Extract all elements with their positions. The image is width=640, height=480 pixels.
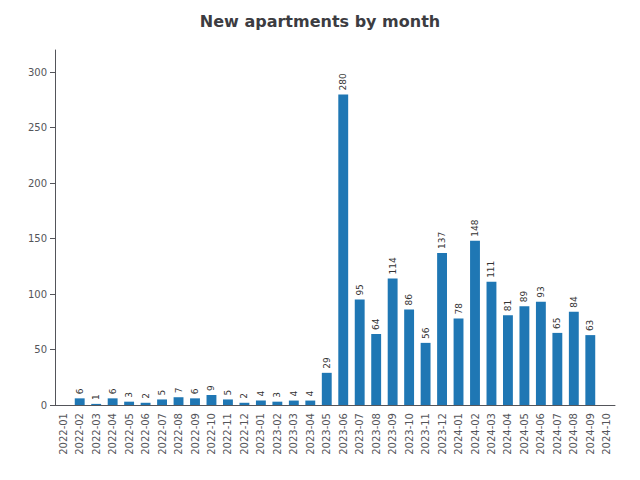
svg-text:86: 86 xyxy=(404,294,414,306)
svg-text:2023-12: 2023-12 xyxy=(437,413,448,455)
svg-text:0: 0 xyxy=(41,400,47,411)
svg-text:2023-10: 2023-10 xyxy=(404,413,415,455)
svg-text:2023-04: 2023-04 xyxy=(305,413,316,455)
svg-text:9: 9 xyxy=(206,385,216,391)
svg-text:2022-05: 2022-05 xyxy=(124,413,135,455)
svg-text:2024-07: 2024-07 xyxy=(552,413,563,455)
svg-text:78: 78 xyxy=(454,303,464,315)
svg-text:2022-09: 2022-09 xyxy=(190,413,201,455)
svg-text:5: 5 xyxy=(223,390,233,396)
svg-text:95: 95 xyxy=(355,284,365,295)
svg-text:111: 111 xyxy=(486,261,496,278)
svg-text:2024-09: 2024-09 xyxy=(585,413,596,455)
svg-text:150: 150 xyxy=(28,233,47,244)
svg-text:280: 280 xyxy=(338,73,348,90)
svg-text:4: 4 xyxy=(305,391,315,397)
svg-text:65: 65 xyxy=(552,317,562,328)
svg-text:2022-04: 2022-04 xyxy=(107,413,118,455)
svg-text:2022-08: 2022-08 xyxy=(173,413,184,455)
svg-text:2024-08: 2024-08 xyxy=(568,413,579,455)
svg-text:250: 250 xyxy=(28,122,47,133)
svg-text:6: 6 xyxy=(190,388,200,394)
svg-text:2024-10: 2024-10 xyxy=(601,413,612,455)
svg-text:2024-01: 2024-01 xyxy=(453,413,464,455)
svg-text:4: 4 xyxy=(289,391,299,397)
svg-text:89: 89 xyxy=(519,291,529,303)
svg-text:2024-05: 2024-05 xyxy=(519,413,530,455)
svg-text:200: 200 xyxy=(28,178,47,189)
svg-text:2024-06: 2024-06 xyxy=(535,413,546,455)
svg-text:2024-03: 2024-03 xyxy=(486,413,497,455)
svg-text:4: 4 xyxy=(256,391,266,397)
svg-text:2022-01: 2022-01 xyxy=(58,413,69,455)
svg-text:81: 81 xyxy=(503,300,513,311)
svg-text:64: 64 xyxy=(371,318,381,330)
svg-text:1: 1 xyxy=(91,394,101,400)
svg-text:84: 84 xyxy=(569,296,579,308)
svg-text:2022-06: 2022-06 xyxy=(140,413,151,455)
svg-text:6: 6 xyxy=(75,388,85,394)
svg-text:2022-07: 2022-07 xyxy=(157,413,168,455)
svg-text:3: 3 xyxy=(124,392,134,398)
svg-text:5: 5 xyxy=(157,390,167,396)
svg-text:New apartments by month: New apartments by month xyxy=(200,12,440,31)
svg-text:2023-03: 2023-03 xyxy=(288,413,299,455)
svg-text:2022-03: 2022-03 xyxy=(91,413,102,455)
svg-text:2023-06: 2023-06 xyxy=(338,413,349,455)
svg-text:2023-07: 2023-07 xyxy=(354,413,365,455)
svg-text:63: 63 xyxy=(585,320,595,331)
svg-text:2023-11: 2023-11 xyxy=(420,413,431,455)
svg-text:2022-02: 2022-02 xyxy=(74,413,85,455)
svg-text:137: 137 xyxy=(437,232,447,249)
svg-text:7: 7 xyxy=(174,388,184,394)
svg-text:114: 114 xyxy=(388,257,398,274)
svg-text:100: 100 xyxy=(28,289,47,300)
svg-text:3: 3 xyxy=(272,392,282,398)
svg-text:2022-11: 2022-11 xyxy=(222,413,233,455)
svg-text:2023-09: 2023-09 xyxy=(387,413,398,455)
svg-text:50: 50 xyxy=(34,344,47,355)
svg-text:2022-10: 2022-10 xyxy=(206,413,217,455)
svg-text:148: 148 xyxy=(470,219,480,236)
svg-text:2023-05: 2023-05 xyxy=(321,413,332,455)
svg-text:2023-08: 2023-08 xyxy=(371,413,382,455)
svg-text:2022-12: 2022-12 xyxy=(239,413,250,455)
svg-text:2: 2 xyxy=(239,393,249,399)
svg-text:300: 300 xyxy=(28,67,47,78)
svg-text:93: 93 xyxy=(536,286,546,297)
svg-text:56: 56 xyxy=(421,327,431,339)
svg-text:29: 29 xyxy=(322,357,332,369)
svg-text:2024-04: 2024-04 xyxy=(502,413,513,455)
svg-text:2023-02: 2023-02 xyxy=(272,413,283,455)
svg-text:2: 2 xyxy=(141,393,151,399)
svg-text:6: 6 xyxy=(108,388,118,394)
svg-text:2023-01: 2023-01 xyxy=(255,413,266,455)
svg-text:2024-02: 2024-02 xyxy=(470,413,481,455)
